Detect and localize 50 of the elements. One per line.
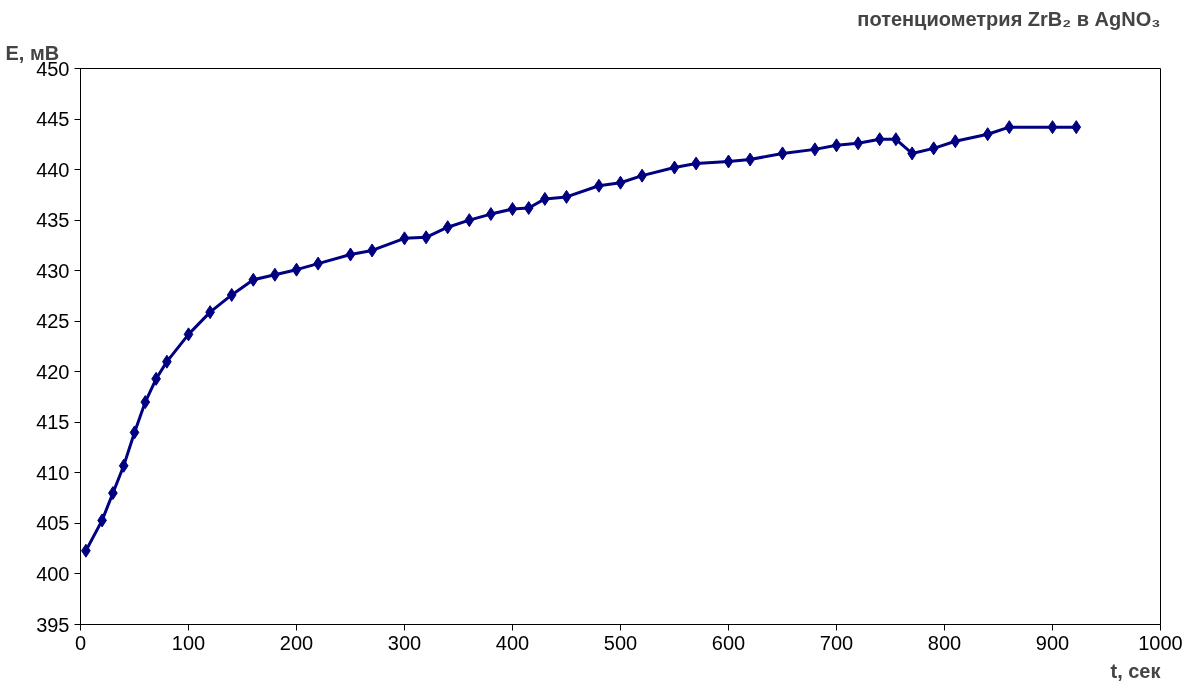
y-tick-label: 415 [36,411,70,434]
point [723,154,734,169]
x-tick-label: 800 [927,631,962,654]
y-tick-label: 405 [36,512,70,535]
point [291,262,302,277]
point [226,287,237,302]
point [615,175,626,190]
x-tick-label: 400 [495,631,530,654]
point [874,132,885,147]
y-tick-label: 435 [36,209,70,232]
point [950,134,961,149]
point [442,220,453,235]
x-tick-label: 900 [1035,631,1070,654]
y-tick-label: 400 [36,562,70,585]
point [183,327,194,342]
x-tick-label: 700 [819,631,854,654]
x-tick-label: 500 [603,631,638,654]
y-tick-label: 445 [36,108,70,131]
point [982,127,993,142]
point [507,202,518,217]
point [1004,120,1015,135]
point [118,458,129,473]
point [464,213,475,228]
x-tick-label: 0 [74,631,87,654]
y-tick-label: 395 [36,613,70,636]
point [345,247,356,262]
point [523,201,534,216]
point [1071,120,1082,135]
y-tick-label: 420 [36,360,70,383]
point [140,395,151,410]
point [928,141,939,156]
point [399,231,410,246]
y-tick-label: 410 [36,461,70,484]
x-axis-title: t, сек [1110,659,1162,682]
y-tick-label: 425 [36,310,70,333]
x-tick-label: 200 [279,631,314,654]
chart-title: потенциометрия ZrB₂ в AgNO₃ [857,7,1161,30]
x-tick-label: 100 [171,631,206,654]
point [248,272,259,287]
x-tick-label: 300 [387,631,422,654]
y-tick-label: 430 [36,259,70,282]
point [831,138,842,153]
x-tick-label: 1000 [1138,631,1183,654]
point [129,425,140,440]
point [777,146,788,161]
x-tick-label: 600 [711,631,746,654]
point [669,160,680,175]
y-tick-label: 440 [36,158,70,181]
point [1047,120,1058,135]
point [561,189,572,204]
